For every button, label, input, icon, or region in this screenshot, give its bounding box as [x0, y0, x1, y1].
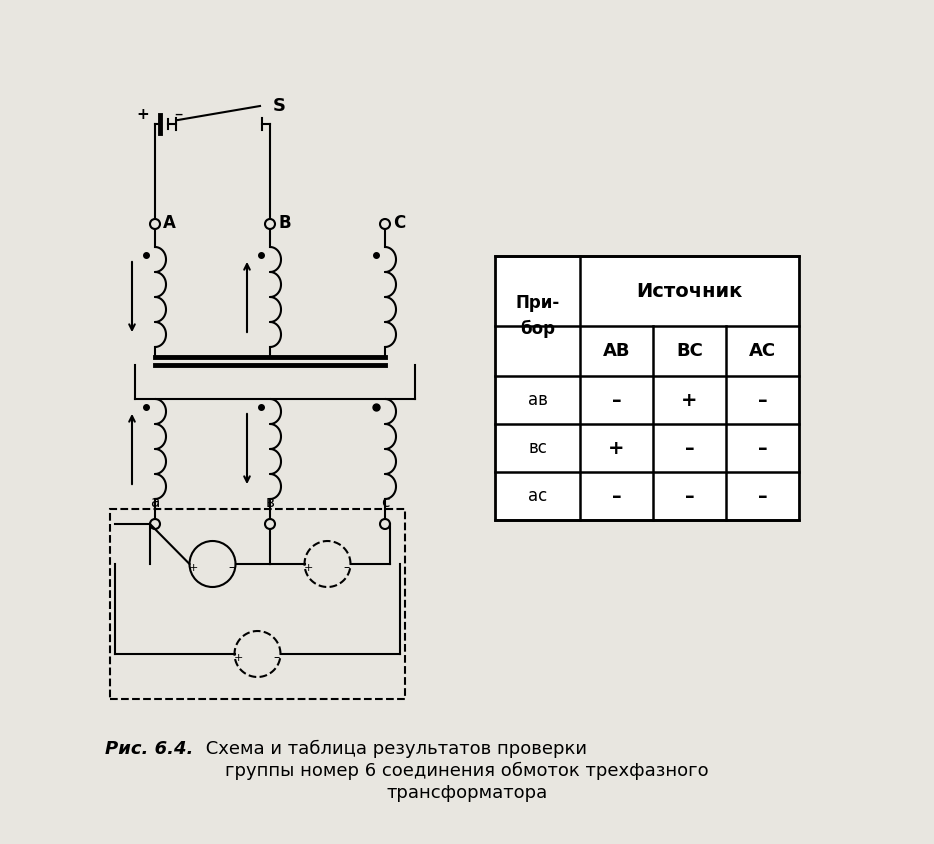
Text: При-
бор: При- бор: [516, 295, 559, 338]
Bar: [495, 256, 799, 520]
Text: с: с: [381, 495, 389, 510]
Text: –: –: [174, 105, 182, 123]
Bar: [110, 509, 405, 699]
Text: –: –: [274, 652, 279, 664]
Text: S: S: [273, 97, 286, 115]
Text: Рис. 6.4.: Рис. 6.4.: [105, 740, 193, 758]
Text: –: –: [757, 391, 768, 409]
Text: a: a: [150, 495, 160, 510]
Text: –: –: [757, 486, 768, 506]
Text: +: +: [136, 106, 149, 122]
Text: АВ: АВ: [602, 342, 630, 360]
Text: –: –: [685, 439, 694, 457]
Text: ас: ас: [528, 487, 547, 505]
Text: группы номер 6 соединения обмоток трехфазного: группы номер 6 соединения обмоток трехфа…: [225, 762, 709, 780]
Text: –: –: [344, 561, 349, 575]
Text: ВС: ВС: [676, 342, 703, 360]
Text: –: –: [612, 486, 621, 506]
Text: в: в: [265, 495, 275, 510]
Text: Схема и таблица результатов проверки: Схема и таблица результатов проверки: [200, 740, 587, 758]
Text: C: C: [393, 214, 405, 232]
Text: –: –: [685, 486, 694, 506]
Text: +: +: [234, 653, 243, 663]
Text: АС: АС: [749, 342, 776, 360]
Text: +: +: [608, 439, 625, 457]
Text: +: +: [304, 563, 313, 573]
Text: ав: ав: [528, 391, 547, 409]
Text: –: –: [612, 391, 621, 409]
Text: B: B: [278, 214, 290, 232]
Text: –: –: [229, 561, 234, 575]
Text: –: –: [757, 439, 768, 457]
Text: A: A: [163, 214, 176, 232]
Text: +: +: [681, 391, 698, 409]
Text: Источник: Источник: [636, 282, 743, 300]
Text: +: +: [189, 563, 198, 573]
Text: трансформатора: трансформатора: [387, 784, 547, 802]
Text: вс: вс: [528, 439, 547, 457]
